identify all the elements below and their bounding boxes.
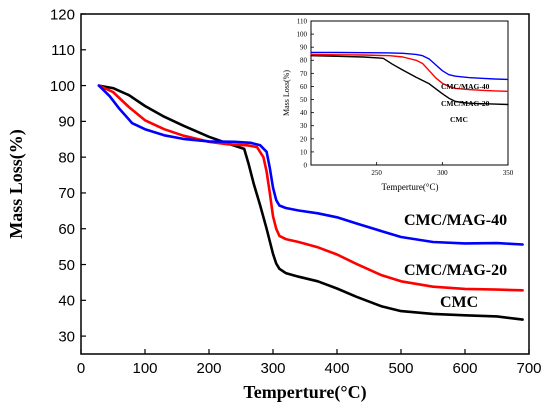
main-plot-frame — [80, 13, 530, 355]
y-tick-label: 90 — [300, 44, 308, 52]
main-y-axis-title: Mass Loss(%) — [6, 129, 27, 239]
inset-plot-frame — [310, 20, 509, 166]
y-tick-label: 40 — [58, 293, 75, 310]
y-tick-label: 80 — [58, 149, 75, 166]
series-line-cmc-mag-20 — [97, 84, 524, 292]
x-tick-label: 700 — [516, 360, 541, 377]
label-cmc-mag-40: CMC/MAG-40 — [404, 212, 507, 229]
series-line-cmc-mag-20 — [310, 53, 509, 92]
y-tick-label: 110 — [51, 42, 75, 59]
inset-ticks: 250 300 350 0 10 20 30 40 50 60 70 80 90 100 110 — [297, 17, 514, 177]
inset-y-axis-title: Mass Loss(%) — [282, 70, 291, 116]
series-line-cmc-mag-40 — [310, 51, 509, 81]
y-tick-label: 50 — [300, 96, 308, 104]
series-line-cmc-mag-40 — [97, 84, 524, 246]
label-cmc-mag-20: CMC/MAG-20 — [404, 262, 507, 279]
y-tick-label: 0 — [304, 161, 308, 169]
y-tick-label: 30 — [300, 122, 308, 130]
y-tick-label: 40 — [300, 109, 308, 117]
y-tick-label: 100 — [297, 31, 308, 39]
y-tick-label: 60 — [300, 83, 308, 91]
main-x-axis-title: Temperture(°C) — [243, 382, 366, 403]
main-series — [97, 84, 524, 321]
main-ticks: 0 100 200 300 400 500 600 700304050607080901001… — [50, 6, 542, 377]
inset-background — [311, 21, 508, 165]
x-tick-label: 100 — [132, 360, 157, 377]
y-tick-label: 30 — [58, 328, 75, 345]
y-tick-label: 70 — [58, 185, 75, 202]
x-tick-label: 0 — [77, 360, 85, 377]
x-tick-label: 300 — [437, 169, 448, 177]
x-tick-label: 250 — [371, 169, 382, 177]
series-line-cmc — [97, 84, 524, 321]
x-tick-label: 400 — [324, 360, 349, 377]
x-tick-label: 350 — [503, 169, 514, 177]
y-tick-label: 100 — [50, 78, 75, 95]
inset-label-cmc-mag-40: CMC/MAG-40 — [441, 82, 490, 91]
inset-label-cmc: CMC — [450, 115, 468, 124]
y-tick-label: 90 — [58, 114, 75, 131]
y-tick-label: 70 — [300, 70, 308, 78]
x-tick-label: 600 — [452, 360, 477, 377]
y-tick-label: 20 — [300, 135, 308, 143]
y-tick-label: 60 — [58, 221, 75, 238]
inset-label-cmc-mag-20: CMC/MAG-20 — [441, 99, 490, 108]
x-tick-label: 500 — [388, 360, 413, 377]
x-tick-label: 300 — [260, 360, 285, 377]
y-tick-label: 10 — [300, 148, 308, 156]
series-line-cmc — [310, 55, 509, 106]
y-tick-label: 80 — [300, 57, 308, 65]
y-tick-label: 110 — [297, 17, 308, 25]
y-tick-label: 120 — [50, 6, 75, 23]
label-cmc: CMC — [440, 294, 478, 311]
inset-series — [310, 51, 509, 106]
y-tick-label: 50 — [58, 257, 75, 274]
x-tick-label: 200 — [196, 360, 221, 377]
inset-x-axis-title: Temperture(°C) — [382, 182, 439, 192]
